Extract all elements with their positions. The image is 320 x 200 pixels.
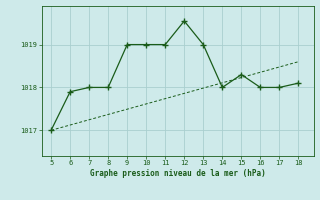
X-axis label: Graphe pression niveau de la mer (hPa): Graphe pression niveau de la mer (hPa)	[90, 169, 266, 178]
